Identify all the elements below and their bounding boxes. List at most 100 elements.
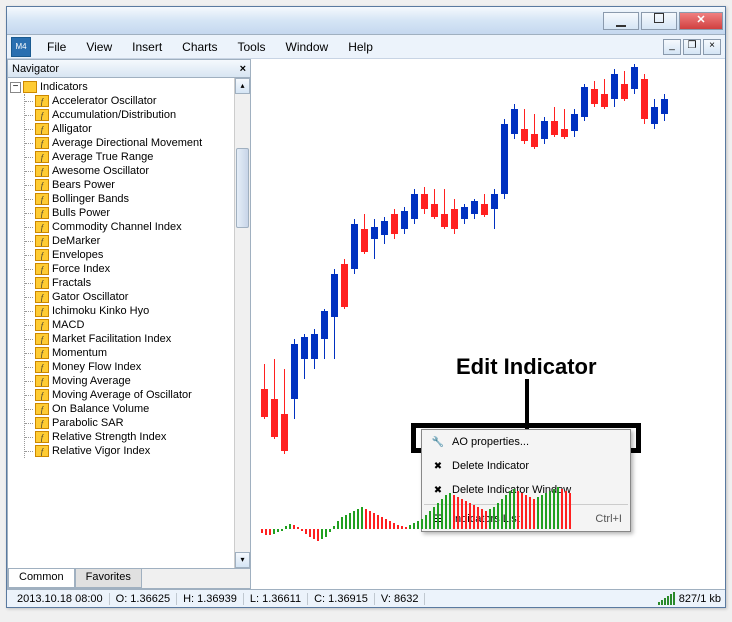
chart-area[interactable]: Edit Indicator 🔧AO properties...✖Delete …	[251, 59, 725, 589]
indicator-label: Relative Vigor Index	[52, 445, 150, 457]
ao-bar	[497, 503, 499, 529]
indicator-icon: f	[35, 305, 49, 317]
indicator-item[interactable]: fAlligator	[25, 122, 248, 136]
indicator-item[interactable]: fParabolic SAR	[25, 416, 248, 430]
ao-bar	[313, 529, 315, 539]
menu-insert[interactable]: Insert	[122, 37, 172, 57]
indicator-item[interactable]: fRelative Strength Index	[25, 430, 248, 444]
indicator-item[interactable]: fEnvelopes	[25, 248, 248, 262]
indicator-icon: f	[35, 445, 49, 457]
ao-bar	[561, 489, 563, 529]
ao-bar	[425, 515, 427, 529]
ao-bar	[293, 525, 295, 529]
indicator-item[interactable]: fIchimoku Kinko Hyo	[25, 304, 248, 318]
indicator-item[interactable]: fMACD	[25, 318, 248, 332]
indicator-icon: f	[35, 137, 49, 149]
indicator-item[interactable]: fBollinger Bands	[25, 192, 248, 206]
indicator-label: Accelerator Oscillator	[52, 95, 157, 107]
indicator-label: Force Index	[52, 263, 110, 275]
indicator-item[interactable]: fForce Index	[25, 262, 248, 276]
indicator-icon: f	[35, 319, 49, 331]
delw-icon: ✖	[430, 482, 446, 498]
indicator-icon: f	[35, 95, 49, 107]
mdi-minimize-button[interactable]: _	[663, 39, 681, 55]
indicator-label: DeMarker	[52, 235, 100, 247]
indicator-label: Bulls Power	[52, 207, 110, 219]
app-icon: M4	[11, 37, 31, 57]
mdi-close-button[interactable]: ×	[703, 39, 721, 55]
ao-bar	[393, 523, 395, 529]
tab-common[interactable]: Common	[8, 569, 75, 588]
context-label: AO properties...	[452, 436, 529, 448]
status-close: C: 1.36915	[308, 593, 375, 605]
indicator-label: Accumulation/Distribution	[52, 109, 176, 121]
indicator-item[interactable]: fMoving Average	[25, 374, 248, 388]
tab-favorites[interactable]: Favorites	[75, 569, 142, 588]
content-area: Navigator × − Indicators fAccelerator Os…	[7, 59, 725, 589]
indicator-item[interactable]: fOn Balance Volume	[25, 402, 248, 416]
indicator-item[interactable]: fDeMarker	[25, 234, 248, 248]
navigator-close-button[interactable]: ×	[240, 63, 246, 75]
ao-bar	[365, 509, 367, 529]
ao-bar	[513, 489, 515, 529]
tree-root-indicators[interactable]: − Indicators	[10, 80, 248, 94]
navigator-scrollbar[interactable]: ▴ ▾	[234, 78, 250, 568]
titlebar	[7, 7, 725, 35]
indicator-icon: f	[35, 403, 49, 415]
tree-toggle-icon[interactable]: −	[10, 82, 21, 93]
ao-bar	[481, 509, 483, 529]
indicator-item[interactable]: fGator Oscillator	[25, 290, 248, 304]
indicator-item[interactable]: fAccelerator Oscillator	[25, 94, 248, 108]
ao-bar	[389, 521, 391, 529]
ao-bar	[413, 523, 415, 529]
indicator-item[interactable]: fBulls Power	[25, 206, 248, 220]
indicator-item[interactable]: fMoving Average of Oscillator	[25, 388, 248, 402]
indicator-icon: f	[35, 263, 49, 275]
indicator-item[interactable]: fAverage Directional Movement	[25, 136, 248, 150]
menu-help[interactable]: Help	[338, 37, 383, 57]
indicator-item[interactable]: fMoney Flow Index	[25, 360, 248, 374]
indicator-item[interactable]: fRelative Vigor Index	[25, 444, 248, 458]
indicator-item[interactable]: fMomentum	[25, 346, 248, 360]
window-minimize-button[interactable]	[603, 12, 639, 30]
indicator-icon: f	[35, 361, 49, 373]
mdi-restore-button[interactable]: ❐	[683, 39, 701, 55]
indicator-label: Gator Oscillator	[52, 291, 128, 303]
indicator-label: Average True Range	[52, 151, 153, 163]
indicator-item[interactable]: fFractals	[25, 276, 248, 290]
ao-bar	[309, 529, 311, 537]
indicator-item[interactable]: fAverage True Range	[25, 150, 248, 164]
scroll-down-button[interactable]: ▾	[235, 552, 250, 568]
menu-file[interactable]: File	[37, 37, 76, 57]
ao-bar	[369, 511, 371, 529]
context-item-ao-properties-[interactable]: 🔧AO properties...	[422, 430, 630, 454]
indicator-label: Awesome Oscillator	[52, 165, 149, 177]
indicator-item[interactable]: fCommodity Channel Index	[25, 220, 248, 234]
ao-bar	[421, 519, 423, 529]
callout-label: Edit Indicator	[456, 354, 597, 380]
scroll-up-button[interactable]: ▴	[235, 78, 250, 94]
ao-bar	[521, 493, 523, 529]
menubar: M4 FileViewInsertChartsToolsWindowHelp _…	[7, 35, 725, 59]
indicator-list: fAccelerator OscillatorfAccumulation/Dis…	[24, 94, 248, 458]
ao-bar	[397, 525, 399, 529]
indicator-label: Parabolic SAR	[52, 417, 124, 429]
menu-view[interactable]: View	[76, 37, 122, 57]
menu-charts[interactable]: Charts	[172, 37, 227, 57]
ao-bar	[485, 511, 487, 529]
scroll-thumb[interactable]	[236, 148, 249, 228]
indicator-icon: f	[35, 417, 49, 429]
menu-tools[interactable]: Tools	[228, 37, 276, 57]
window-close-button[interactable]	[679, 12, 723, 30]
ao-bar	[533, 499, 535, 529]
window-maximize-button[interactable]	[641, 12, 677, 30]
indicator-label: Ichimoku Kinko Hyo	[52, 305, 149, 317]
indicator-item[interactable]: fMarket Facilitation Index	[25, 332, 248, 346]
menu-window[interactable]: Window	[276, 37, 339, 57]
ao-bar	[569, 493, 571, 529]
context-item-delete-indicator[interactable]: ✖Delete Indicator	[422, 454, 630, 478]
ao-bar	[349, 513, 351, 529]
indicator-item[interactable]: fAccumulation/Distribution	[25, 108, 248, 122]
indicator-item[interactable]: fAwesome Oscillator	[25, 164, 248, 178]
indicator-item[interactable]: fBears Power	[25, 178, 248, 192]
